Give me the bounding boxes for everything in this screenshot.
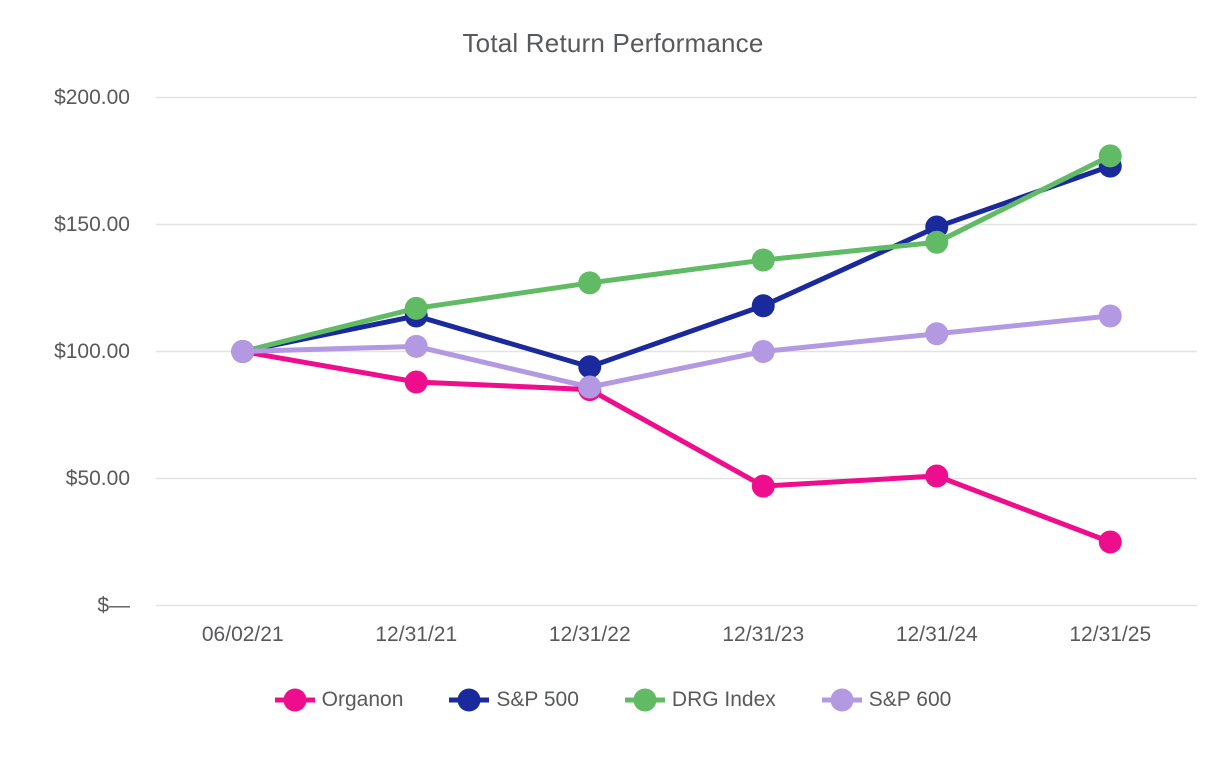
data-point-drg-index-12-31-23 [751, 248, 775, 272]
data-point-organon-12-31-21 [404, 370, 428, 394]
data-point-organon-12-31-25 [1098, 530, 1122, 554]
legend-marker-icon [624, 688, 665, 712]
y-tick-label-100: $100.00 [54, 339, 130, 363]
data-point-s-p-600-12-31-24 [925, 322, 949, 346]
legend-marker-icon [449, 688, 490, 712]
x-tick-label-12-31-23: 12/31/23 [722, 623, 805, 646]
legend-label-s-p-600: S&P 600 [868, 688, 952, 711]
legend-label-s-p-500: S&P 500 [496, 688, 579, 711]
x-tick-label-12-31-22: 12/31/22 [548, 623, 631, 646]
legend-label-drg-index: DRG Index [671, 688, 776, 711]
legend-item-drg-index: DRG Index [624, 686, 776, 714]
series-line-organon [242, 349, 1112, 545]
data-point-s-p-600-12-31-22 [578, 375, 602, 399]
data-point-s-p-600-12-31-23 [751, 340, 775, 363]
legend-marker-dot [283, 688, 307, 712]
x-tick-label-06-02-21: 06/02/21 [201, 623, 284, 646]
chart-title: Total Return Performance [462, 28, 764, 58]
y-tick-label-150: $150.00 [54, 212, 130, 236]
legend-marker-dot [457, 688, 481, 712]
data-point-organon-12-31-23 [751, 474, 775, 498]
series-line-s-p-600 [242, 313, 1111, 390]
data-point-s-p-500-12-31-23 [751, 294, 775, 318]
legend-marker-dot [830, 688, 854, 712]
data-point-drg-index-12-31-21 [404, 296, 428, 320]
y-tick-label-200: $200.00 [54, 85, 130, 109]
y-tick-label-0: $— [97, 593, 130, 617]
legend-label-organon: Organon [321, 688, 404, 711]
data-point-s-p-600-12-31-21 [404, 334, 428, 358]
x-tick-label-12-31-21: 12/31/21 [375, 623, 458, 646]
x-tick-label-12-31-25: 12/31/25 [1069, 623, 1152, 646]
legend-marker-icon [274, 688, 315, 712]
x-tick-label-12-31-24: 12/31/24 [895, 623, 978, 646]
legend-item-s-p-600: S&P 600 [821, 686, 952, 714]
data-point-organon-12-31-24 [925, 464, 949, 488]
data-point-s-p-500-12-31-22 [578, 355, 602, 379]
data-point-s-p-600-12-31-25 [1098, 304, 1122, 328]
data-point-drg-index-12-31-24 [925, 230, 949, 254]
legend-item-s-p-500: S&P 500 [449, 686, 579, 714]
series-line-drg-index [242, 153, 1112, 354]
legend-item-organon: Organon [274, 686, 404, 714]
legend: Organon S&P 500 DRG Index S&P 600 [0, 686, 1226, 714]
legend-marker-dot [633, 688, 657, 712]
y-tick-label-50: $50.00 [65, 466, 130, 490]
series-line-s-p-500 [242, 163, 1112, 370]
data-point-s-p-600-06-02-21 [231, 340, 255, 363]
legend-marker-icon [821, 688, 862, 712]
data-point-drg-index-12-31-22 [578, 271, 602, 295]
data-point-drg-index-12-31-25 [1098, 144, 1122, 168]
